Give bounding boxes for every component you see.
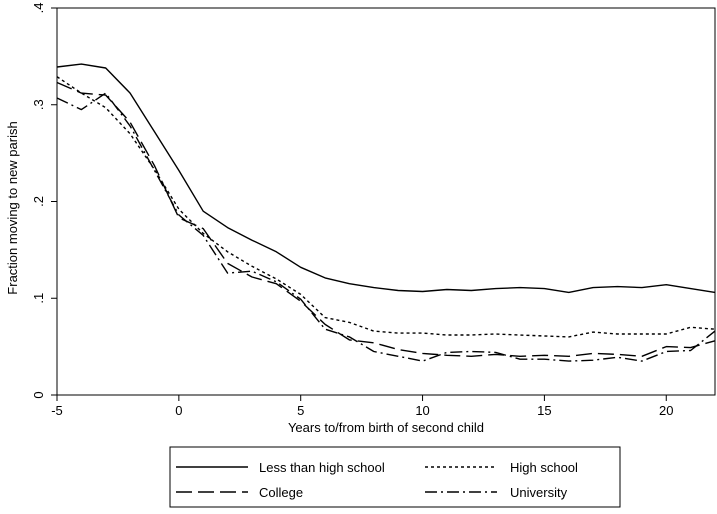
plot-frame xyxy=(56,7,716,396)
series-lines xyxy=(56,63,716,362)
y-axis-label: Fraction moving to new parish xyxy=(5,121,20,294)
y-tick-label: .1 xyxy=(31,293,46,304)
x-tick-label: 10 xyxy=(415,403,429,418)
x-tick-label: 20 xyxy=(659,403,673,418)
series-line-university xyxy=(56,92,716,362)
y-tick-label: .3 xyxy=(31,99,46,110)
legend-label: Less than high school xyxy=(259,460,385,475)
x-tick-label: 5 xyxy=(297,403,304,418)
legend-label: University xyxy=(510,485,568,500)
x-axis-label: Years to/from birth of second child xyxy=(288,420,484,435)
x-tick-label: 0 xyxy=(175,403,182,418)
series-line-less-than-high-school xyxy=(56,63,716,294)
legend-label: College xyxy=(259,485,303,500)
x-tick-label: 15 xyxy=(537,403,551,418)
y-tick-label: .2 xyxy=(31,196,46,207)
series-line-high-school xyxy=(56,76,716,338)
y-tick-label: .4 xyxy=(31,3,46,14)
x-tick-label: -5 xyxy=(51,403,63,418)
y-tick-label: 0 xyxy=(31,391,46,398)
legend: Less than high school High school College U… xyxy=(169,446,621,508)
series-line-college xyxy=(56,81,716,357)
legend-label: High school xyxy=(510,460,578,475)
legend-box xyxy=(169,446,621,508)
axes: -5 0 5 10 15 20 0 .1 .2 .3 .4 xyxy=(31,3,716,418)
